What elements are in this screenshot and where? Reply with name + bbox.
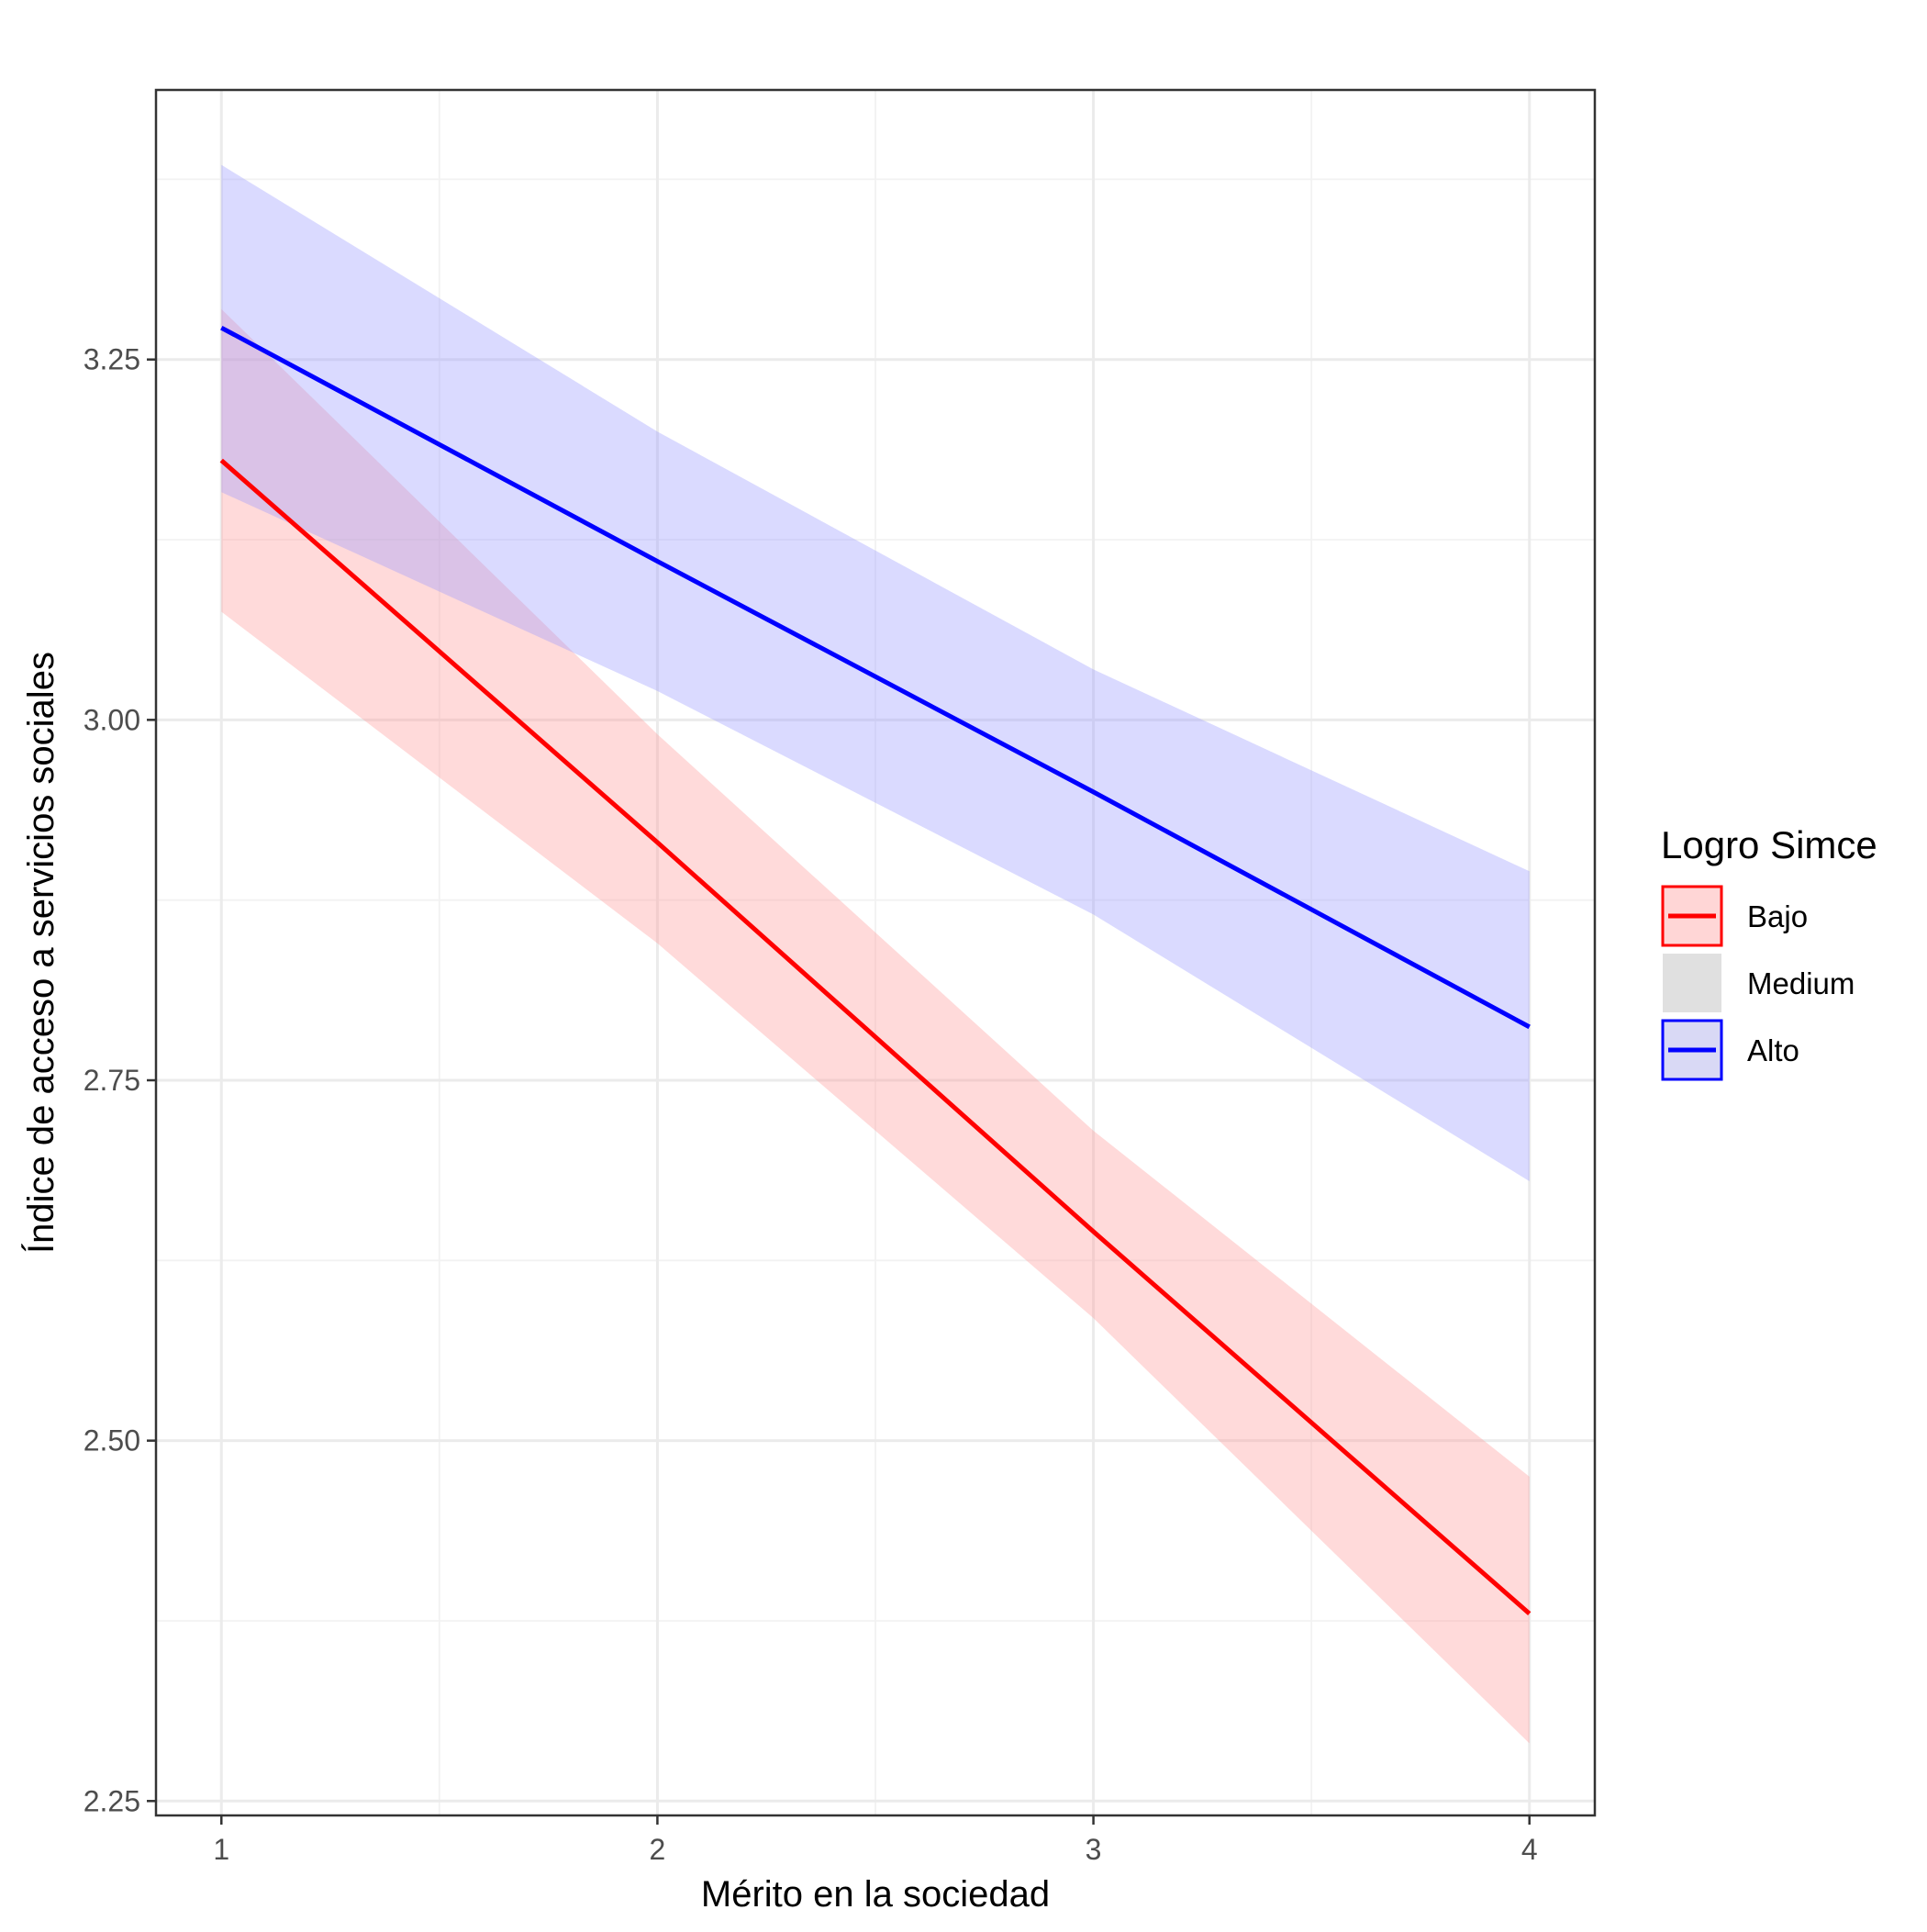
y-tick-label: 3.25 — [84, 343, 140, 376]
legend-entries: Bajo Medium Alto — [1661, 885, 1855, 1081]
x-tick-label: 1 — [213, 1833, 229, 1866]
legend-item-alto: Alto — [1661, 1019, 1799, 1081]
x-tick-label: 2 — [650, 1833, 666, 1866]
x-tick-label: 4 — [1521, 1833, 1538, 1866]
confidence-ribbon-alto — [221, 164, 1530, 1181]
series-line-alto — [220, 325, 1531, 1030]
legend-label: Medium — [1747, 966, 1855, 1000]
x-axis-title: Mérito en la sociedad — [701, 1874, 1050, 1915]
series-lines — [219, 325, 1532, 1615]
series-line-bajo — [219, 458, 1532, 1615]
grid — [156, 90, 1595, 1815]
y-tick-label: 2.75 — [84, 1064, 140, 1097]
legend-title: Logro Simce — [1661, 823, 1877, 866]
confidence-ribbons — [221, 164, 1530, 1744]
confidence-ribbon-bajo — [221, 308, 1530, 1744]
axes: 1 2 3 4 2.25 2.50 2.75 3.00 3.25 — [84, 343, 1538, 1866]
legend-key — [1663, 954, 1721, 1012]
legend-item-bajo: Bajo — [1661, 885, 1808, 947]
panel-border — [154, 88, 1597, 1817]
legend-label: Bajo — [1747, 899, 1808, 933]
y-tick-label: 3.00 — [84, 703, 140, 736]
y-axis-title: Índice de acceso a servicios sociales — [20, 652, 61, 1254]
y-tick-label: 2.25 — [84, 1784, 140, 1817]
legend-label: Alto — [1747, 1033, 1799, 1067]
legend: Logro Simce Bajo Medium Alto — [1661, 823, 1877, 1081]
y-tick-label: 2.50 — [84, 1424, 140, 1457]
x-tick-label: 3 — [1086, 1833, 1102, 1866]
legend-item-medium: Medium — [1663, 954, 1855, 1012]
